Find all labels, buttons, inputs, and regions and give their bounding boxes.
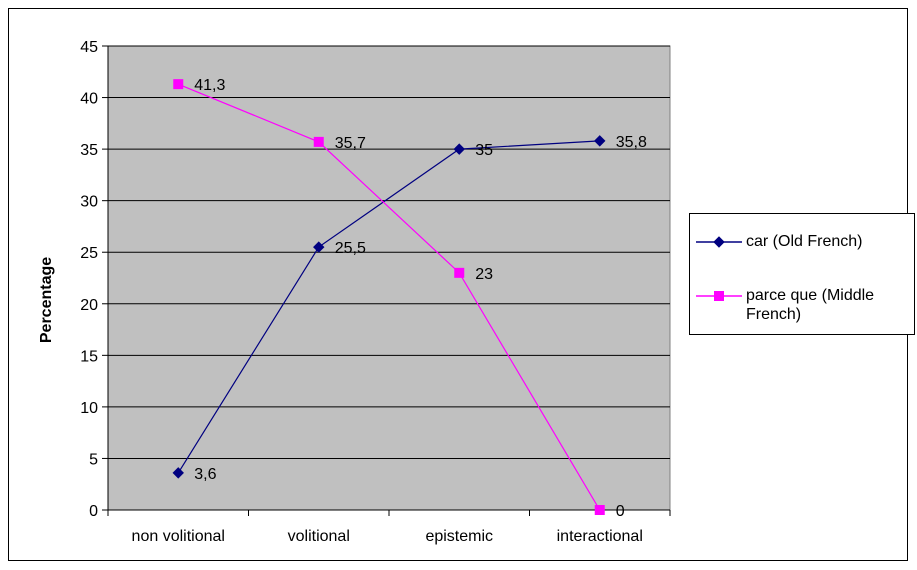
y-tick-label-5: 5 [89,451,98,468]
y-tick-label-20: 20 [80,297,98,314]
series-line-0 [177,140,600,474]
data-label-s1-3: 0 [616,503,625,520]
data-point-s0-3 [594,135,606,147]
plot-area [107,45,671,511]
legend-label-parce-que-line1: parce que (Middle [746,287,875,304]
data-label-s1-0: 41,3 [194,77,225,94]
legend: car (Old French) parce que (Middle Frenc… [689,213,915,335]
data-point-s1-1 [313,136,324,147]
legend-label-parce-que-line2: French) [746,306,802,323]
data-label-s0-3: 35,8 [616,134,647,151]
data-label-s0-1: 25,5 [335,240,366,257]
x-tick-label-interactional: interactional [557,528,643,545]
data-point-s1-2 [454,267,465,278]
data-point-s1-0 [173,79,184,90]
y-tick-label-40: 40 [80,91,98,108]
legend-label-car: car (Old French) [746,233,863,250]
y-tick-label-0: 0 [89,503,98,520]
data-label-s1-1: 35,7 [335,135,366,152]
data-point-s0-1 [313,241,325,253]
data-point-s1-3 [594,505,605,515]
y-tick-label-10: 10 [80,400,98,417]
y-axis-title: Percentage [38,257,55,343]
x-tick-label-non-volitional: non volitional [132,528,225,545]
y-tick-label-35: 35 [80,142,98,159]
y-tick-label-15: 15 [80,348,98,365]
y-tick-label-25: 25 [80,245,98,262]
legend-marker-diamond [696,236,742,248]
data-label-s0-0: 3,6 [194,466,216,483]
series-line-1 [178,83,601,511]
x-tick-label-epistemic: epistemic [425,528,493,545]
x-tick-label-volitional: volitional [288,528,350,545]
data-label-s1-2: 23 [475,266,493,283]
data-point-s0-0 [172,467,184,479]
legend-marker-square [696,291,742,301]
y-tick-label-45: 45 [80,39,98,56]
y-tick-label-30: 30 [80,194,98,211]
data-point-s0-2 [453,143,465,155]
data-label-s0-2: 35 [475,142,493,159]
